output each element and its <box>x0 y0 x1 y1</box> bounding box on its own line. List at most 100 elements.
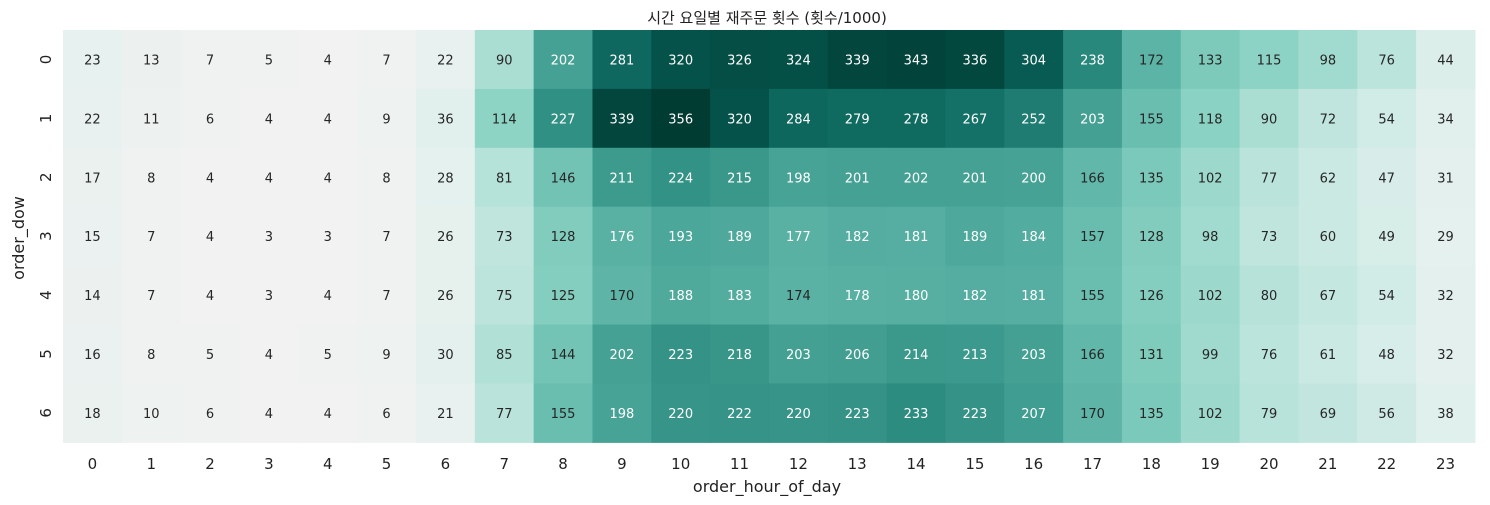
cell-value-label: 14 <box>84 289 101 304</box>
heatmap-cell <box>886 265 947 326</box>
cell-value-label: 189 <box>727 230 752 245</box>
heatmap-cell <box>63 30 123 90</box>
heatmap-cell <box>1298 324 1358 384</box>
cell-value-label: 324 <box>786 53 811 68</box>
cell-value-label: 8 <box>147 171 155 186</box>
heatmap-cell <box>592 30 652 90</box>
cell-value-label: 102 <box>1198 289 1223 304</box>
cell-value-label: 7 <box>382 289 390 304</box>
cell-value-label: 220 <box>668 407 693 422</box>
cell-value-label: 69 <box>1320 407 1337 422</box>
heatmap-cell <box>121 324 182 384</box>
heatmap-cell <box>945 88 1005 149</box>
cell-value-label: 115 <box>1257 53 1282 68</box>
cell-value-label: 3 <box>324 230 332 245</box>
heatmap-cell <box>886 206 947 267</box>
cell-value-label: 339 <box>845 53 870 68</box>
cell-value-label: 284 <box>786 112 811 127</box>
cell-value-label: 207 <box>1021 407 1046 422</box>
heatmap-cell <box>1416 324 1476 384</box>
x-tick-label: 6 <box>441 455 451 473</box>
cell-value-label: 90 <box>496 53 513 68</box>
cell-value-label: 85 <box>496 348 513 363</box>
cell-value-label: 133 <box>1198 53 1223 68</box>
cell-value-label: 182 <box>962 289 987 304</box>
cell-value-label: 80 <box>1261 289 1278 304</box>
y-tick-label: 2 <box>37 172 55 182</box>
heatmap-cell <box>768 88 829 149</box>
heatmap-cell <box>886 324 947 384</box>
heatmap-cell <box>180 265 241 326</box>
cell-value-label: 183 <box>727 289 752 304</box>
heatmap-cell <box>710 88 770 149</box>
cell-value-label: 5 <box>206 348 214 363</box>
cell-value-label: 182 <box>845 230 870 245</box>
heatmap-cell <box>357 265 417 326</box>
heatmap-cell <box>651 147 711 208</box>
heatmap-cell <box>1239 383 1300 443</box>
heatmap-cell <box>651 324 711 384</box>
heatmap-cell <box>945 147 1005 208</box>
cell-value-label: 252 <box>1021 112 1046 127</box>
heatmap-cell <box>1180 265 1241 326</box>
cell-value-label: 11 <box>143 112 160 127</box>
cell-value-label: 233 <box>904 407 929 422</box>
heatmap-cell <box>592 324 652 384</box>
heatmap-cell <box>357 383 417 443</box>
heatmap-cell <box>1004 30 1064 90</box>
cell-value-label: 218 <box>727 348 752 363</box>
heatmap-cell <box>1063 265 1123 326</box>
heatmap-cell <box>63 324 123 384</box>
cell-value-label: 4 <box>265 348 273 363</box>
heatmap-cell <box>945 324 1005 384</box>
heatmap-cell <box>1121 383 1182 443</box>
cell-value-label: 131 <box>1139 348 1164 363</box>
heatmap-cell <box>121 147 182 208</box>
heatmap-cell <box>1239 324 1300 384</box>
heatmap-cell <box>1004 324 1064 384</box>
heatmap-cell <box>651 206 711 267</box>
cell-value-label: 320 <box>727 112 752 127</box>
cell-value-label: 21 <box>437 407 454 422</box>
heatmap-cell <box>298 383 358 443</box>
y-tick-labels: 0 1 2 3 4 5 6 <box>37 55 55 418</box>
cell-value-label: 224 <box>668 171 693 186</box>
heatmap-cell <box>180 206 241 267</box>
y-tick-label: 4 <box>37 290 55 300</box>
cell-value-label: 38 <box>1437 407 1454 422</box>
cell-value-label: 326 <box>727 53 752 68</box>
x-tick-label: 5 <box>382 455 392 473</box>
cell-value-label: 17 <box>84 171 101 186</box>
cell-value-label: 4 <box>265 407 273 422</box>
cell-value-label: 31 <box>1437 171 1454 186</box>
heatmap-cell <box>945 206 1005 267</box>
heatmap-cell <box>1357 383 1417 443</box>
heatmap-cell <box>1180 383 1241 443</box>
cell-value-label: 4 <box>324 171 332 186</box>
heatmap-cell <box>474 265 535 326</box>
cell-value-label: 4 <box>324 53 332 68</box>
heatmap-cell <box>768 383 829 443</box>
x-tick-label: 1 <box>146 455 156 473</box>
cell-value-label: 26 <box>437 230 454 245</box>
heatmap-cell <box>827 147 888 208</box>
heatmap-cell <box>357 324 417 384</box>
cell-value-label: 23 <box>84 53 101 68</box>
cell-value-label: 4 <box>265 171 273 186</box>
heatmap-cell <box>239 88 299 149</box>
cell-value-label: 6 <box>382 407 390 422</box>
cell-value-label: 32 <box>1437 348 1454 363</box>
heatmap-cell <box>1416 88 1476 149</box>
heatmap-cell <box>180 88 241 149</box>
cell-value-label: 339 <box>609 112 634 127</box>
heatmap-cell <box>415 383 476 443</box>
cell-value-label: 126 <box>1139 289 1164 304</box>
cell-value-label: 220 <box>786 407 811 422</box>
heatmap-cell <box>1004 88 1064 149</box>
x-tick-label: 16 <box>1024 455 1043 473</box>
cell-value-label: 184 <box>1021 230 1046 245</box>
heatmap-cell <box>1063 383 1123 443</box>
heatmap-cell <box>1239 147 1300 208</box>
cell-value-label: 223 <box>668 348 693 363</box>
